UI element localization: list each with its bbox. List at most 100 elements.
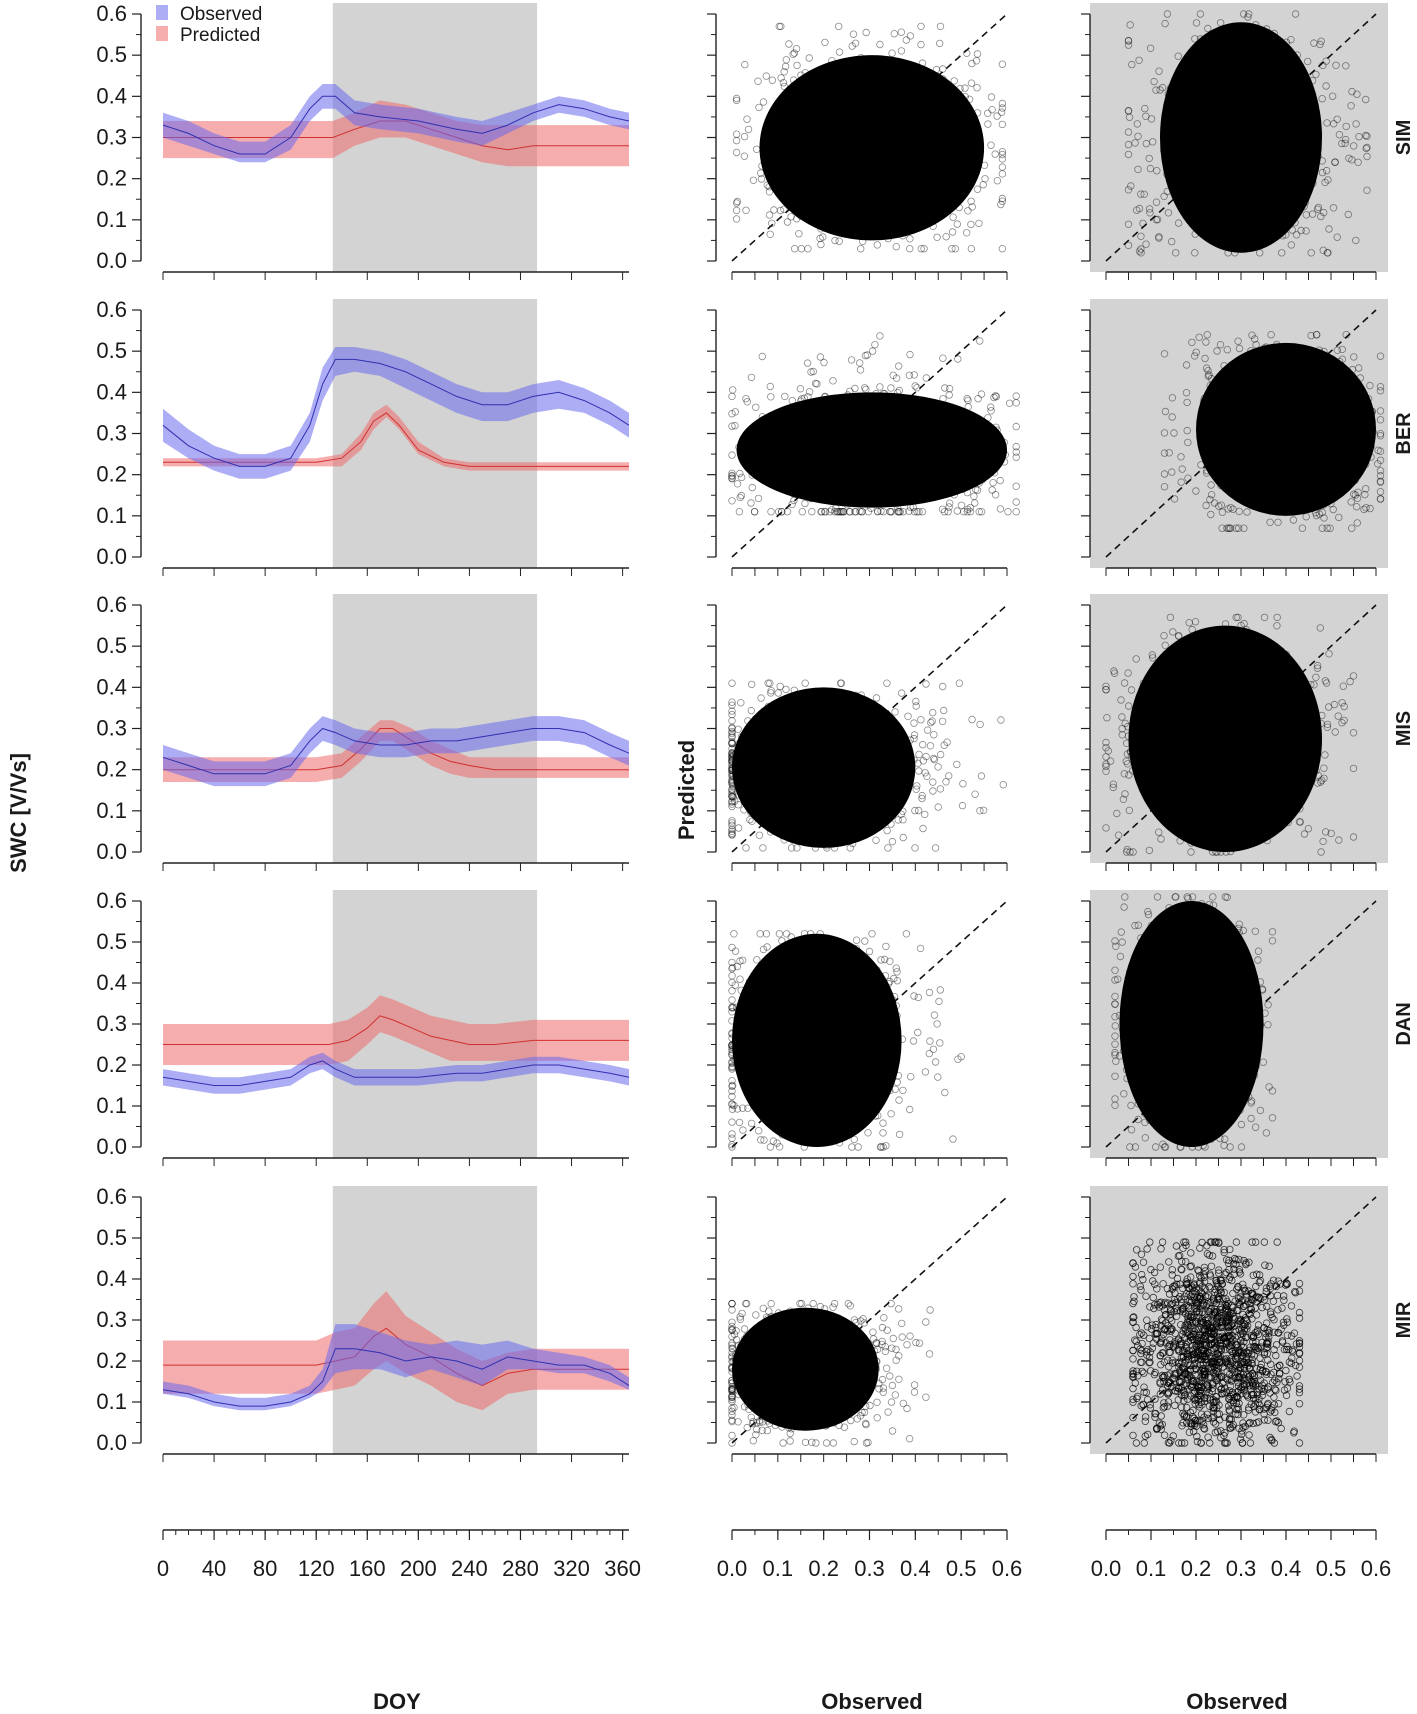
data-point [1233,91,1242,99]
data-point [876,130,884,139]
data-point [769,147,777,155]
data-point [929,787,937,795]
data-point [967,220,975,229]
x-axis-title-doy: DOY [373,1689,421,1714]
data-point [1253,85,1262,94]
data-point [821,170,830,179]
data-point [815,182,823,190]
data-point [1227,136,1235,145]
data-point [1125,113,1134,121]
scatter-1-dan [728,900,1008,1151]
data-point [797,179,805,187]
data-point [1319,208,1328,217]
data-point [1203,163,1211,171]
data-point [841,146,849,154]
data-point [1245,86,1254,94]
data-point [777,22,785,31]
data-point [1224,197,1232,205]
data-point [854,197,863,205]
data-point [882,942,890,951]
data-point [1331,158,1339,166]
data-point [1221,126,1230,135]
data-point [846,114,854,123]
data-point [1277,249,1286,257]
data-point [784,201,792,209]
data-point [1239,137,1248,146]
data-point [883,70,892,78]
data-point [779,78,788,87]
data-point [1218,202,1227,210]
data-point [1293,124,1302,133]
data-point [1311,165,1319,174]
data-point [1163,187,1171,196]
data-point [803,102,811,110]
data-point [773,139,781,148]
data-point [1205,145,1213,154]
data-point [1211,112,1219,120]
data-point [1192,92,1200,100]
data-point [893,70,901,79]
data-point [1260,183,1269,191]
data-point [923,87,931,95]
data-point [1270,148,1279,156]
data-point [1166,85,1174,94]
data-point [858,205,867,213]
data-point [831,61,839,70]
data-point [1171,111,1180,119]
data-point [1201,170,1209,179]
data-point [1268,38,1277,46]
data-point [931,100,939,108]
data-point [747,1119,756,1128]
data-point [1160,147,1168,155]
point-cloud-core-sim [759,55,985,241]
data-point [988,486,996,494]
data-point [968,715,976,724]
data-point [860,99,868,107]
data-point [1235,202,1244,211]
data-point [846,175,854,183]
data-point [825,128,834,136]
data-point [1344,210,1352,219]
data-point [990,393,998,402]
data-point [1195,76,1203,84]
data-point [1362,144,1370,153]
data-point [754,77,762,85]
ts-sim-y-tick-label: 0.6 [96,1,127,26]
data-point [904,712,912,720]
data-point [1283,180,1292,188]
data-point [1208,121,1217,130]
data-point [1240,157,1249,166]
data-point [1250,126,1259,134]
data-point [917,22,925,31]
data-point [1241,94,1249,102]
data-point [788,134,796,143]
data-point [964,178,973,186]
data-point [755,1126,763,1135]
data-point [922,680,930,688]
data-point [1294,171,1302,179]
data-point [853,175,862,184]
data-point [872,180,880,188]
data-point [1243,162,1251,170]
data-point [915,126,924,135]
panel-grid: 0.00.10.20.30.40.50.6SIM0.00.10.20.30.40… [96,1,1415,1581]
data-point [865,947,874,956]
data-point [902,36,910,44]
data-point [1204,81,1213,90]
data-point [911,173,920,181]
data-point [1195,133,1203,142]
data-point [1333,115,1341,123]
data-point [1278,231,1287,240]
data-point [1331,158,1339,167]
data-point [747,706,755,715]
data-point [860,112,868,121]
data-point [1216,61,1225,69]
data-point [1288,226,1296,234]
data-point [1256,175,1265,183]
data-point [950,136,958,144]
data-point [1126,21,1134,29]
data-point [1208,145,1216,153]
data-point [819,214,827,223]
data-point [905,371,914,379]
data-point [897,47,906,55]
